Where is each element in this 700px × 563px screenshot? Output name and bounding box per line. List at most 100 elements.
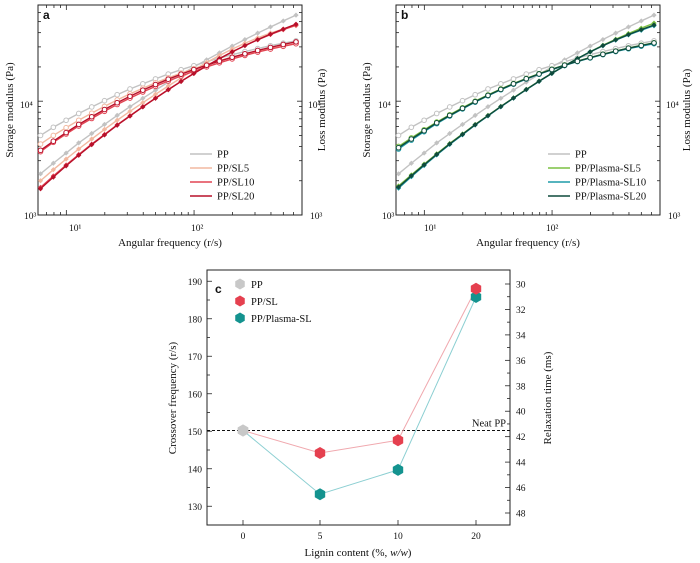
data-point xyxy=(651,22,657,28)
data-point xyxy=(63,117,69,124)
data-point xyxy=(459,131,466,137)
data-point xyxy=(408,173,414,179)
panel-b-frame xyxy=(395,4,661,216)
data-point xyxy=(395,144,402,151)
y-right-tick-label: 30 xyxy=(516,281,526,291)
data-point xyxy=(127,113,133,119)
series-line-pp-plasma-sl20-loss xyxy=(398,42,655,149)
data-point xyxy=(127,86,133,92)
y-tick-label: 130 xyxy=(188,503,203,513)
data-point xyxy=(638,27,644,33)
series-line-pp-sl20-loss xyxy=(40,41,297,151)
series-line-pp-sl xyxy=(242,288,477,454)
data-point xyxy=(433,120,440,126)
panel-a-ytick-right-label: 10³ xyxy=(310,212,323,222)
data-point xyxy=(510,87,517,93)
data-point xyxy=(447,130,453,137)
y-tick-label: 160 xyxy=(188,390,203,400)
data-point xyxy=(229,54,235,61)
data-point xyxy=(447,141,453,147)
data-point xyxy=(485,113,491,119)
series-line-pp-sl10-loss xyxy=(40,43,297,153)
data-point xyxy=(613,30,619,36)
data-point xyxy=(101,97,108,104)
data-point xyxy=(165,76,172,83)
neat-pp-label: Neat PP xyxy=(472,419,506,430)
data-point xyxy=(50,174,56,180)
data-point xyxy=(88,104,95,110)
legend-entry: PP xyxy=(575,150,587,161)
data-point xyxy=(395,184,402,190)
data-point xyxy=(114,117,120,123)
data-point xyxy=(459,97,466,104)
data-point xyxy=(536,71,542,77)
panel-b-ytick-right-label: 10³ xyxy=(668,212,681,222)
legend-entry: PP xyxy=(251,280,263,291)
data-point xyxy=(434,151,440,157)
panel-a-ylabel-right: Loss modulus (Pa) xyxy=(316,68,328,151)
legend-entry: PP/SL10 xyxy=(217,178,254,189)
data-point xyxy=(140,87,146,93)
data-point xyxy=(76,146,82,152)
data-point xyxy=(421,162,427,168)
y-right-tick-label: 42 xyxy=(516,433,526,443)
y-right-tick-label: 38 xyxy=(516,382,526,392)
data-point xyxy=(50,167,56,173)
y-right-tick-label: 32 xyxy=(516,306,526,316)
data-point xyxy=(140,100,146,106)
data-point xyxy=(101,106,108,113)
panel-b-xtick-label: 10² xyxy=(546,224,559,234)
panel-b-ytick-label: 10³ xyxy=(382,212,395,222)
hexagon-marker xyxy=(392,434,404,447)
legend-entry: PP/Plasma-SL5 xyxy=(575,164,641,175)
legend-entry: PP/SL20 xyxy=(217,192,254,203)
data-point xyxy=(485,104,491,110)
x-tick-label: 0 xyxy=(241,532,246,542)
data-point xyxy=(638,18,644,24)
data-point xyxy=(600,51,606,58)
panel-a-series xyxy=(37,12,299,192)
data-point xyxy=(114,99,120,106)
data-point xyxy=(216,52,222,59)
data-point xyxy=(510,95,517,101)
panel-a-ticks xyxy=(37,4,303,216)
data-point xyxy=(242,42,248,49)
data-point xyxy=(50,138,57,145)
panel-a-ytick-label: 10³ xyxy=(24,212,37,222)
legend-entry: PP/Plasma-SL10 xyxy=(575,178,646,189)
data-point xyxy=(485,92,491,99)
data-point xyxy=(242,36,248,43)
data-point xyxy=(191,66,197,73)
data-point xyxy=(178,78,184,85)
data-point xyxy=(280,41,287,48)
data-point xyxy=(293,39,299,45)
panel-b-ticks xyxy=(395,4,661,216)
y-right-tick-label: 40 xyxy=(516,408,526,418)
panel-b-storage-loss-plasma-sl: b 10¹ 10² 10³ 10⁴ 10³ 10⁴ Angular freque… xyxy=(361,4,693,249)
panel-a-xtick-label: 10¹ xyxy=(69,224,82,234)
data-point xyxy=(574,58,581,65)
hexagon-marker xyxy=(392,463,404,476)
data-point xyxy=(127,104,133,110)
data-point xyxy=(267,44,274,51)
panel-a-ylabel: Storage modulus (Pa) xyxy=(4,62,16,158)
panel-c-frame xyxy=(206,269,511,526)
data-point xyxy=(395,171,402,177)
data-point xyxy=(293,12,299,18)
panel-b-series xyxy=(395,12,657,191)
data-point xyxy=(242,50,248,57)
data-point xyxy=(472,98,478,105)
panel-b-ytick-right-label: 10⁴ xyxy=(666,101,680,111)
series-line-pp-plasma-sl5-loss xyxy=(398,42,655,148)
data-point xyxy=(50,132,57,139)
data-point xyxy=(255,37,261,43)
panel-b-ylabel: Storage modulus (Pa) xyxy=(361,62,373,158)
panel-c-xlabel: Lignin content (%, w/w) xyxy=(305,547,412,559)
data-point xyxy=(625,31,632,38)
hexagon-marker xyxy=(237,424,249,437)
data-point xyxy=(459,105,466,112)
panel-a-xlabel: Angular frequency (r/s) xyxy=(118,237,222,249)
data-point xyxy=(472,91,478,98)
data-point xyxy=(50,124,57,131)
